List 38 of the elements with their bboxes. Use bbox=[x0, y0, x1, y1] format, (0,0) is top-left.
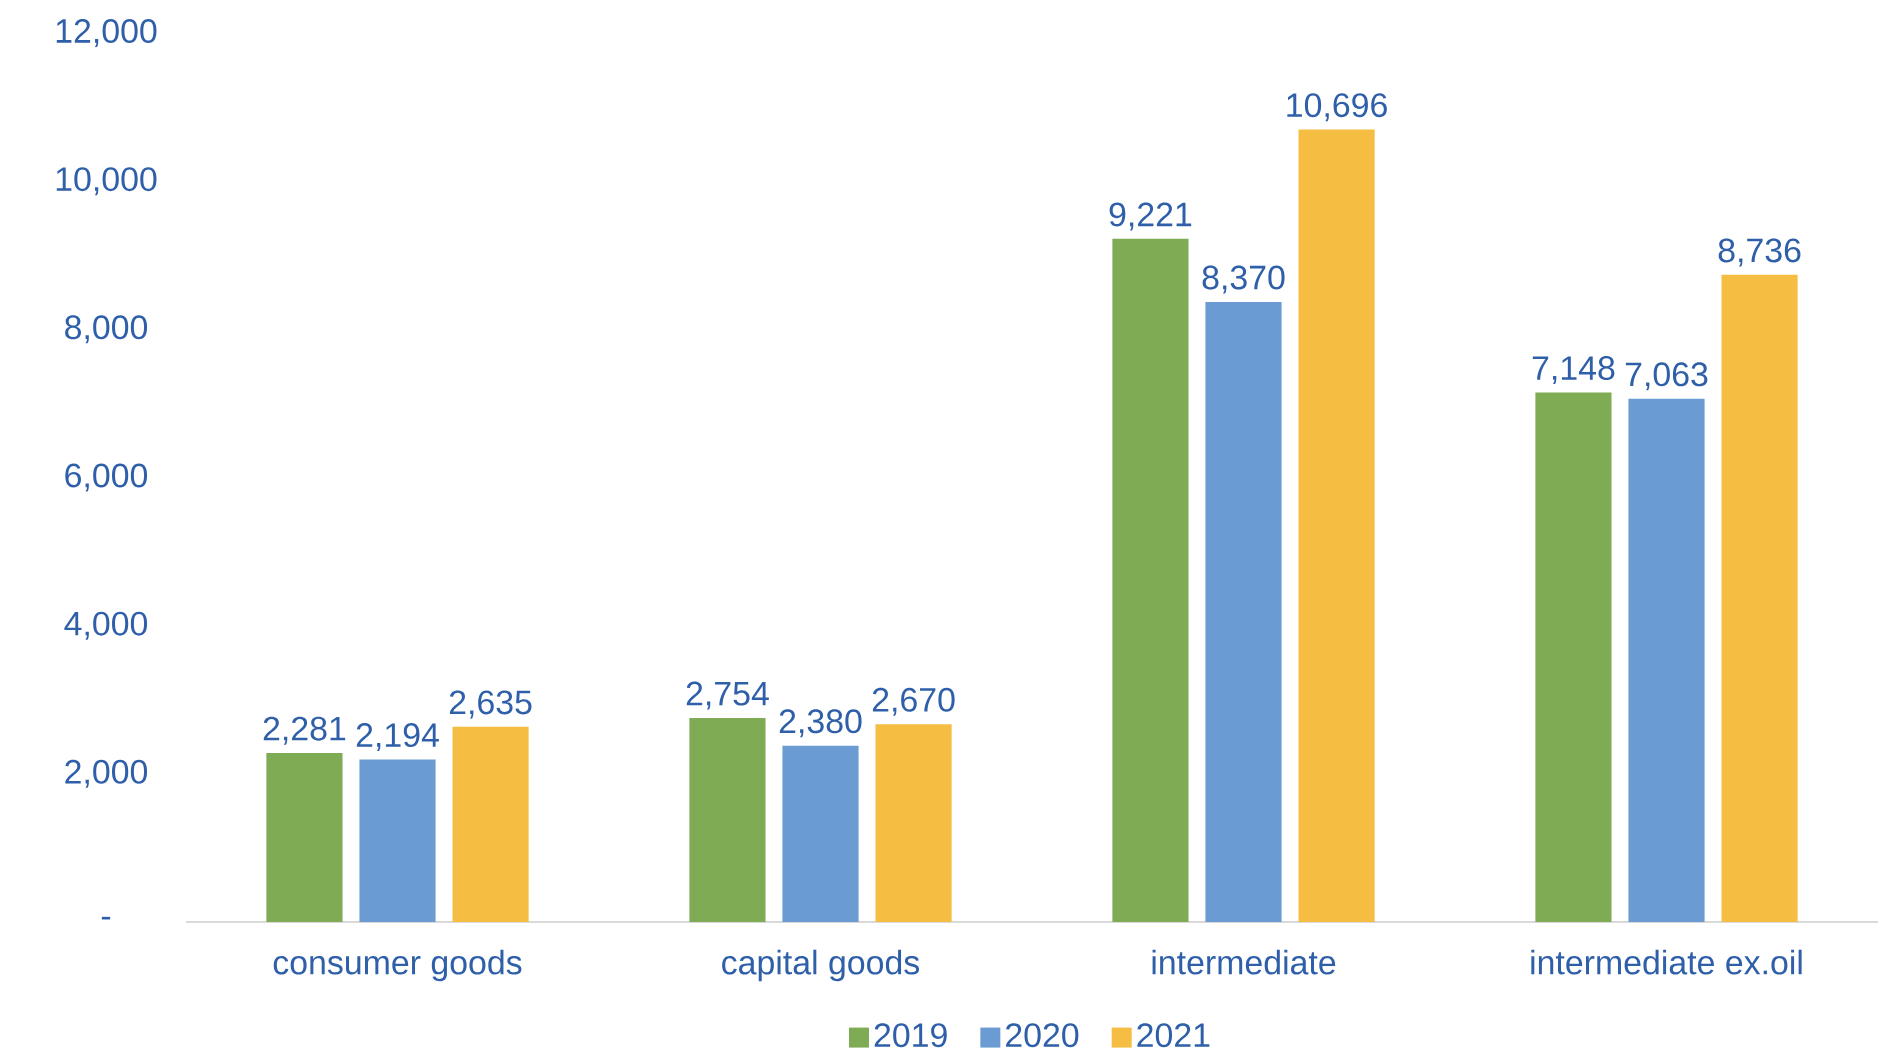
bar bbox=[782, 745, 859, 922]
data-label: 2,281 bbox=[263, 716, 346, 745]
bar bbox=[1112, 238, 1189, 922]
legend-label: 2019 bbox=[874, 1023, 947, 1048]
data-label: 2,635 bbox=[449, 690, 532, 719]
data-label: 9,221 bbox=[1109, 202, 1192, 231]
y-tick-label: 10,000 bbox=[56, 167, 157, 196]
y-tick-label: 12,000 bbox=[56, 18, 157, 47]
legend-label: 2021 bbox=[1137, 1023, 1210, 1048]
data-label: 2,670 bbox=[872, 687, 955, 716]
bar bbox=[266, 753, 343, 922]
bar bbox=[1205, 301, 1282, 922]
data-label: 10,696 bbox=[1287, 93, 1387, 122]
data-label: 8,736 bbox=[1718, 238, 1801, 267]
bar bbox=[1628, 398, 1705, 922]
legend-label: 2020 bbox=[1006, 1023, 1079, 1048]
y-tick-label: - bbox=[101, 916, 111, 920]
bar bbox=[1535, 392, 1612, 922]
x-tick-label: consumer goods bbox=[273, 949, 522, 982]
y-tick-label: 2,000 bbox=[65, 759, 148, 788]
data-label: 2,754 bbox=[686, 681, 769, 710]
x-tick-label: intermediate ex.oil bbox=[1531, 949, 1802, 975]
data-label: 7,063 bbox=[1625, 362, 1708, 391]
y-tick-label: 6,000 bbox=[65, 463, 148, 492]
data-label: 8,370 bbox=[1202, 265, 1285, 294]
data-label: 2,194 bbox=[356, 723, 439, 752]
bar bbox=[1298, 129, 1375, 922]
data-label: 2,380 bbox=[779, 709, 862, 738]
bar bbox=[359, 759, 436, 922]
x-tick-label: intermediate bbox=[1152, 949, 1336, 975]
bar bbox=[452, 726, 529, 922]
x-tick-label: capital goods bbox=[722, 949, 920, 982]
bar bbox=[1721, 274, 1798, 922]
data-label: 7,148 bbox=[1532, 356, 1615, 385]
y-tick-label: 4,000 bbox=[64, 611, 148, 640]
bar bbox=[875, 724, 952, 922]
bar bbox=[689, 717, 766, 922]
y-tick-label: 8,000 bbox=[65, 315, 148, 344]
